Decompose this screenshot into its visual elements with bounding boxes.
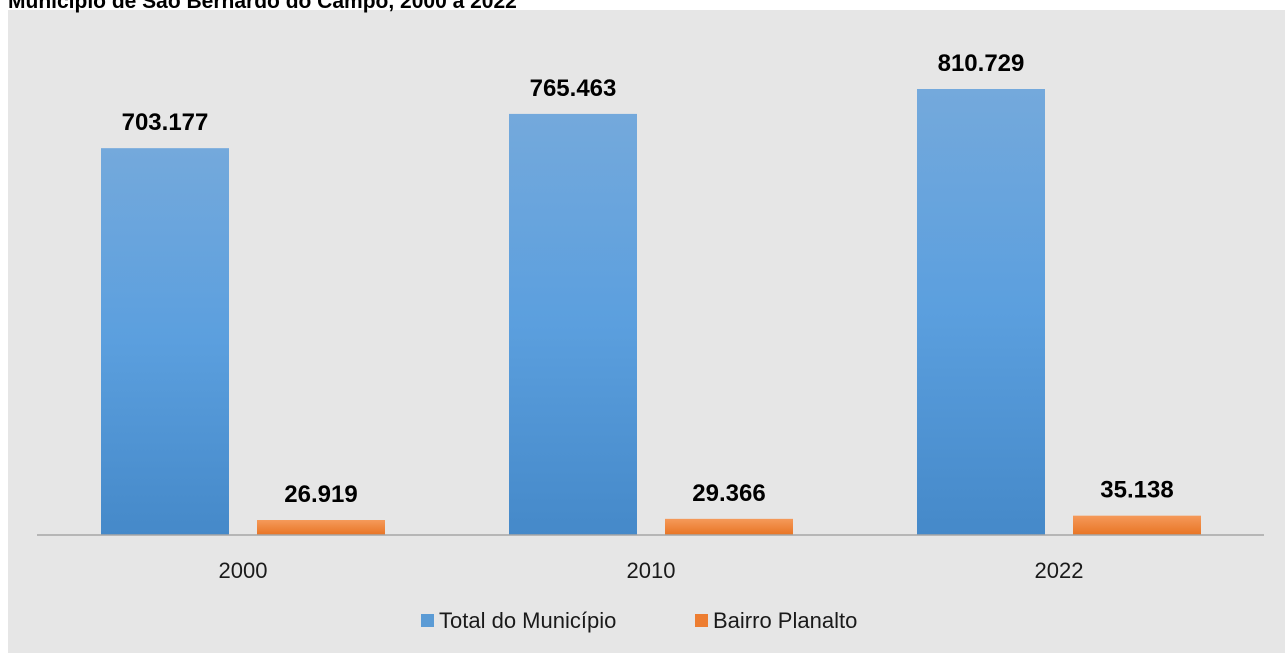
- data-label-total-2000: 703.177: [122, 109, 209, 136]
- legend-label-total: Total do Município: [439, 608, 616, 633]
- data-label-planalto-2010: 29.366: [692, 480, 765, 507]
- data-label-planalto-2022: 35.138: [1100, 477, 1173, 504]
- data-label-total-2022: 810.729: [938, 50, 1025, 77]
- data-label-planalto-2000: 26.919: [284, 481, 357, 508]
- bar-planalto-2000: [257, 520, 385, 535]
- data-labels-group: 703.177 765.463 810.729 26.919 29.366 35.138: [122, 50, 1174, 508]
- x-tick-label-2022: 2022: [1035, 558, 1084, 583]
- legend-label-planalto: Bairro Planalto: [713, 608, 857, 633]
- bar-total-2022: [917, 89, 1045, 535]
- bar-planalto-2022: [1073, 515, 1201, 535]
- x-tick-label-2000: 2000: [219, 558, 268, 583]
- data-label-total-2010: 765.463: [530, 75, 617, 102]
- legend: Total do Município Bairro Planalto: [421, 608, 857, 633]
- bar-total-2010: [509, 113, 637, 536]
- legend-swatch-planalto: [695, 614, 708, 627]
- legend-swatch-total: [421, 614, 434, 627]
- x-tick-label-2010: 2010: [627, 558, 676, 583]
- bars-group: [101, 89, 1201, 536]
- x-tick-labels-group: 2000 2010 2022: [219, 558, 1084, 583]
- bar-planalto-2010: [665, 518, 793, 535]
- bar-total-2000: [101, 148, 229, 535]
- chart-title: Município de São Bernardo do Campo, 2000…: [8, 0, 517, 13]
